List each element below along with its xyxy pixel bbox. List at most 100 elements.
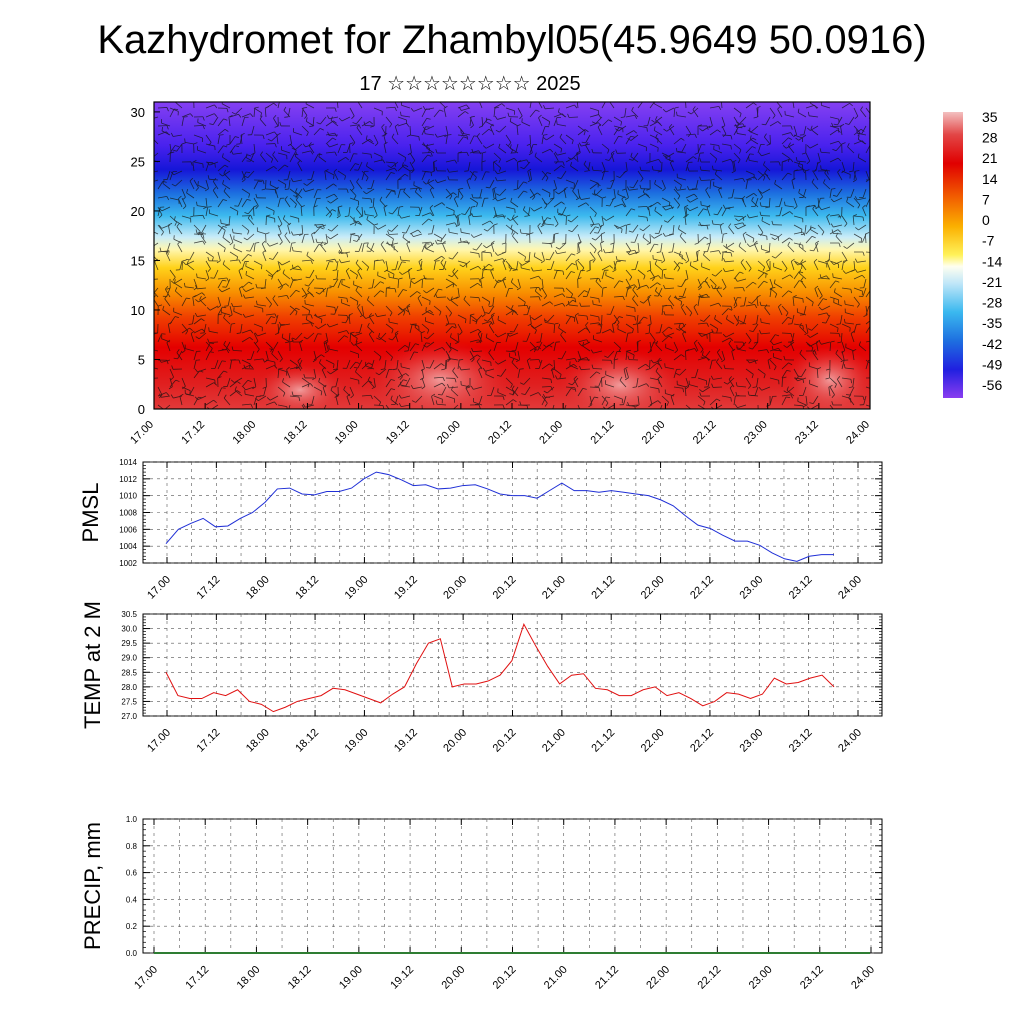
- wind-barb: [277, 386, 286, 394]
- wind-barb: [774, 283, 783, 289]
- wind-barb: [197, 184, 207, 190]
- wind-barb: [223, 344, 231, 352]
- wind-barb-flag: [223, 187, 227, 192]
- wind-barb: [697, 293, 707, 298]
- wind-barb-flag: [152, 134, 154, 138]
- wind-barb: [185, 348, 195, 352]
- wind-barb-flag: [481, 250, 486, 253]
- wind-barb: [655, 344, 663, 352]
- x-tick-label: 23.00: [747, 964, 775, 992]
- wind-barb-flag: [231, 359, 236, 361]
- wind-barb-flag: [752, 386, 757, 388]
- wind-barb-flag: [194, 368, 198, 373]
- wind-barb-flag: [190, 161, 193, 166]
- wind-barb-flag: [482, 145, 487, 149]
- wind-barb: [786, 390, 795, 397]
- wind-barb: [673, 369, 677, 379]
- wind-barb: [798, 165, 807, 172]
- colorbar-label: -7: [982, 233, 995, 249]
- wind-barb: [629, 404, 639, 407]
- wind-barb-flag: [236, 381, 241, 384]
- wind-barb-flag: [668, 295, 672, 300]
- wind-barb: [337, 296, 347, 299]
- wind-barb: [702, 386, 711, 393]
- wind-barb: [761, 248, 771, 253]
- wind-barb-flag: [426, 117, 431, 120]
- wind-barb: [798, 192, 807, 199]
- wind-barb-flag: [298, 366, 302, 371]
- wind-barb-flag: [363, 121, 366, 126]
- wind-barb: [861, 125, 867, 135]
- wind-barb: [179, 396, 183, 406]
- wind-barb-flag: [448, 354, 450, 359]
- wind-barb-flag: [527, 168, 532, 172]
- wind-barb-flag: [531, 267, 534, 272]
- wind-barb-flag: [320, 319, 323, 324]
- wind-barb: [271, 353, 279, 361]
- wind-barb: [655, 371, 663, 379]
- wind-barb: [613, 395, 623, 400]
- wind-barb-flag: [718, 302, 722, 307]
- wind-barb: [613, 188, 616, 198]
- wind-barb: [161, 130, 171, 136]
- wind-barb-flag: [322, 366, 326, 371]
- wind-barb-flag: [789, 237, 793, 241]
- wind-barb-flag: [554, 232, 559, 235]
- wind-barb: [553, 201, 562, 208]
- wind-barb: [409, 143, 412, 153]
- wind-barb: [765, 116, 771, 126]
- wind-barb: [541, 148, 551, 154]
- wind-barb-flag: [477, 354, 481, 358]
- wind-barb-flag: [751, 374, 754, 379]
- wind-barb-flag: [374, 312, 378, 317]
- wind-barb-flag: [188, 323, 193, 325]
- wind-barb-flag: [346, 188, 349, 194]
- wind-barb: [284, 235, 291, 244]
- wind-barb: [649, 143, 659, 149]
- wind-barb-flag: [383, 204, 388, 208]
- wind-barb: [709, 152, 717, 160]
- wind-barb-flag: [202, 234, 205, 239]
- wind-barb: [863, 395, 867, 405]
- wind-barb-flag: [831, 401, 834, 406]
- wind-barb: [253, 377, 257, 387]
- wind-barb-flag: [819, 295, 823, 300]
- wind-barb: [733, 287, 744, 289]
- wind-barb-flag: [764, 272, 769, 275]
- wind-barb-flag: [418, 258, 423, 262]
- wind-barb-flag: [423, 290, 427, 294]
- wind-barb: [241, 117, 245, 127]
- wind-barb-flag: [214, 113, 218, 117]
- wind-barb-flag: [259, 115, 263, 120]
- wind-barb: [793, 280, 800, 289]
- cross-x-tick-label: 24.00: [844, 419, 872, 447]
- wind-barb-flag: [448, 274, 453, 278]
- wind-barb: [541, 396, 547, 406]
- wind-barb-flag: [174, 145, 179, 148]
- wind-barb: [429, 207, 435, 217]
- wind-barb: [421, 241, 431, 244]
- wind-barb-flag: [410, 233, 414, 237]
- wind-barb: [490, 126, 495, 136]
- wind-barb: [478, 369, 483, 379]
- colorbar-label: -14: [982, 253, 1002, 269]
- wind-barb: [593, 350, 603, 354]
- wind-barb: [325, 288, 328, 298]
- wind-barb-flag: [485, 312, 490, 314]
- wind-barb-flag: [555, 246, 560, 250]
- wind-barb-flag: [289, 340, 294, 343]
- wind-barb: [561, 350, 567, 360]
- wind-barb: [647, 116, 651, 126]
- x-tick-label: 17.00: [145, 574, 173, 602]
- wind-barb: [668, 127, 675, 136]
- wind-barb-flag: [494, 252, 498, 256]
- wind-barb-flag: [562, 293, 566, 298]
- wind-barb: [481, 198, 485, 208]
- wind-barb-flag: [640, 178, 644, 182]
- wind-barb: [409, 125, 412, 136]
- wind-barb: [820, 151, 831, 154]
- cross-x-tick-label: 22.12: [691, 419, 719, 447]
- wind-barb-flag: [353, 240, 358, 242]
- cross-y-tick-label: 25: [131, 154, 145, 169]
- wind-barb-flag: [543, 134, 548, 136]
